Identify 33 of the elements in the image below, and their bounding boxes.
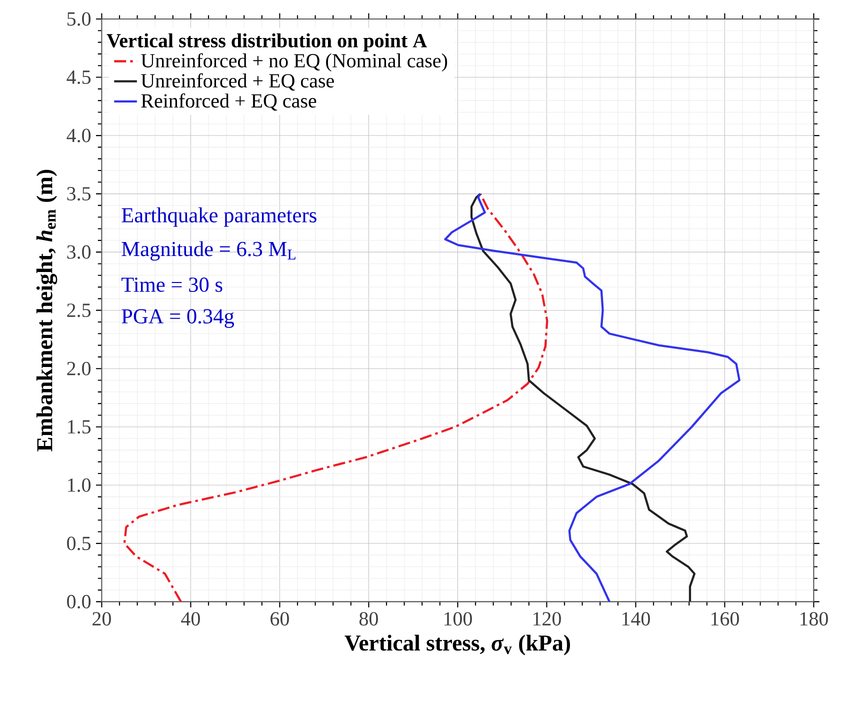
legend-label: Reinforced + EQ case: [141, 93, 316, 111]
line-series: [470, 192, 696, 602]
y-tick-label: 4.5: [66, 70, 91, 84]
legend-label: Unreinforced + EQ case: [141, 73, 334, 91]
y-axis-title: Embankment height, h$_{em}$ (m): [36, 170, 58, 452]
y-tick-label: 2.0: [67, 362, 91, 376]
x-tick-label: 40: [181, 612, 200, 626]
annotation: Time = 30 s: [121, 278, 222, 292]
annotation: PGA = 0.34g: [122, 309, 234, 328]
x-tick-label: 140: [622, 612, 650, 626]
y-tick-label: 0.0: [67, 594, 91, 608]
y-tick-label: 3.0: [67, 245, 91, 259]
x-tick-label: 20: [92, 612, 111, 626]
y-tick-label: 3.5: [67, 187, 91, 201]
y-tick-label: 0.5: [67, 536, 91, 550]
x-tick-label: 160: [711, 612, 739, 626]
line-series: [123, 192, 548, 602]
x-tick-label: 60: [270, 612, 289, 626]
annotation: Earthquake parameters: [122, 207, 316, 227]
line-series: [444, 192, 740, 602]
legend-label: Unreinforced + no EQ (Nominal case): [141, 53, 448, 72]
y-tick-label: 1.5: [68, 420, 91, 434]
annotation: Magnitude = 6.3 M$_{L}$: [122, 241, 296, 261]
y-tick-label: 5.0: [67, 12, 91, 26]
x-tick-label: 180: [800, 612, 828, 626]
y-tick-label: 1.0: [68, 478, 91, 492]
x-tick-label: 120: [533, 612, 561, 626]
legend-title: Vertical stress distribution on point A: [106, 33, 427, 52]
y-tick-label: 4.0: [66, 128, 91, 142]
x-tick-label: 100: [444, 612, 472, 626]
x-axis-title: Vertical stress, σ$_{v}$ (kPa): [344, 634, 570, 656]
y-tick-label: 2.5: [67, 304, 91, 318]
x-tick-label: 80: [359, 612, 378, 626]
